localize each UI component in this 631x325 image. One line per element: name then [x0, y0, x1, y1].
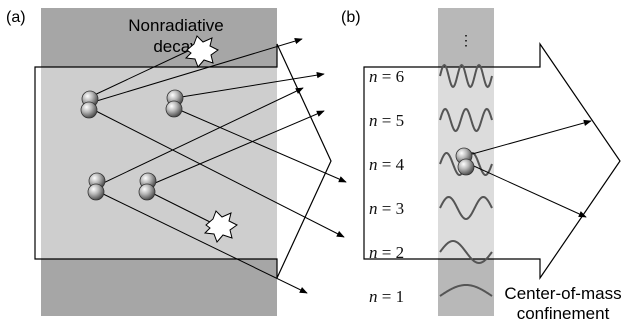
- exciton-pair-2: [165, 89, 184, 118]
- level-label-n4: n = 4: [369, 155, 405, 174]
- ray-9: [147, 190, 211, 223]
- exciton-pair-4: [138, 172, 157, 201]
- decay-label-line1: Nonradiative: [128, 16, 223, 35]
- confinement-label-line1: Center-of-mass: [504, 284, 621, 303]
- level-label-n6: n = 6: [369, 67, 404, 86]
- exciton-pair-1: [80, 90, 99, 119]
- panel-a-emission-lines: [89, 38, 347, 294]
- levels-ellipsis: ⋮: [459, 32, 473, 48]
- panel-b: (b) ⋮ n = 6 n = 5 n = 4 n = 3 n = 2 n: [341, 8, 622, 323]
- panel-b-label: (b): [341, 9, 361, 26]
- ray-2: [89, 38, 303, 104]
- exciton-pair-3: [87, 172, 106, 201]
- panel-a-big-arrow: [34, 43, 332, 279]
- ray-7: [96, 190, 308, 294]
- standing-waves: [439, 63, 493, 297]
- level-label-n2: n = 2: [369, 243, 404, 262]
- wave-n6: [439, 63, 493, 89]
- panel-b-ray-up: [464, 119, 592, 157]
- wave-n5: [439, 107, 493, 133]
- confinement-label-line2: confinement: [517, 304, 610, 323]
- level-labels: n = 6 n = 5 n = 4 n = 3 n = 2 n = 1: [369, 67, 405, 306]
- nonradiative-burst-icon-top: [184, 35, 219, 68]
- nonradiative-burst-icon-bottom: [203, 210, 238, 243]
- wave-n3: [439, 195, 493, 221]
- ray-5: [174, 107, 347, 183]
- exciton-sphere-icon: [457, 158, 475, 176]
- panel-a-dark-slab: [41, 8, 277, 316]
- panel-a: (a) Nonradiative decay: [6, 8, 347, 316]
- level-label-n3: n = 3: [369, 199, 404, 218]
- level-label-n1: n = 1: [369, 287, 404, 306]
- wave-n2: [439, 239, 493, 265]
- panel-b-big-arrow: [363, 42, 621, 280]
- ray-1: [89, 50, 189, 98]
- ray-4: [174, 71, 325, 99]
- panel-b-ray-down: [464, 161, 587, 218]
- level-label-n5: n = 5: [369, 111, 404, 130]
- wave-n1: [439, 283, 493, 297]
- ray-3: [89, 107, 345, 238]
- exciton-sphere-icon: [138, 183, 156, 201]
- exciton-sphere-icon: [87, 183, 105, 201]
- exciton-sphere-icon: [165, 100, 183, 118]
- ray-6: [96, 87, 304, 187]
- ray-8: [147, 110, 325, 187]
- panel-a-label: (a): [6, 9, 26, 26]
- exciton-sphere-icon: [80, 101, 98, 119]
